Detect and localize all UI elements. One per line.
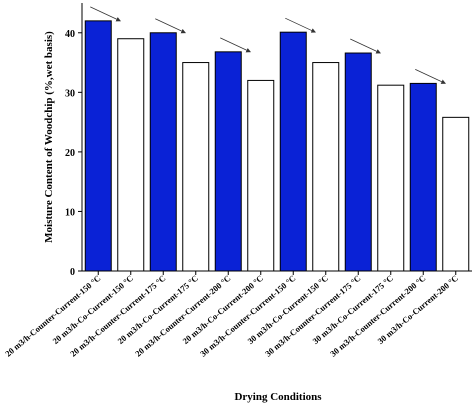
trend-arrow: [220, 37, 251, 53]
bar: [247, 79, 275, 272]
bar: [312, 62, 340, 272]
bar: [344, 52, 372, 272]
trend-arrow: [90, 6, 121, 22]
bar: [409, 82, 437, 272]
trend-arrow: [155, 18, 186, 34]
trend-arrow: [285, 17, 316, 33]
y-tick-label: 40: [65, 29, 75, 40]
bar: [117, 38, 145, 272]
bar: [182, 62, 210, 272]
bar: [442, 116, 470, 272]
trend-arrow: [350, 38, 381, 54]
y-tick-label: 0: [70, 267, 75, 278]
y-tick-label: 20: [65, 148, 75, 159]
x-axis-title: Drying Conditions: [234, 391, 322, 403]
bar: [377, 84, 405, 272]
y-axis-title: Moisture Content of Woodchip (%,wet basi…: [43, 31, 55, 243]
y-tick-label: 10: [65, 207, 75, 218]
trend-arrow: [415, 69, 446, 84]
bar: [84, 20, 112, 272]
bar: [214, 51, 242, 272]
bar: [149, 32, 177, 272]
bar: [279, 31, 307, 272]
y-tick-label: 30: [65, 88, 75, 99]
